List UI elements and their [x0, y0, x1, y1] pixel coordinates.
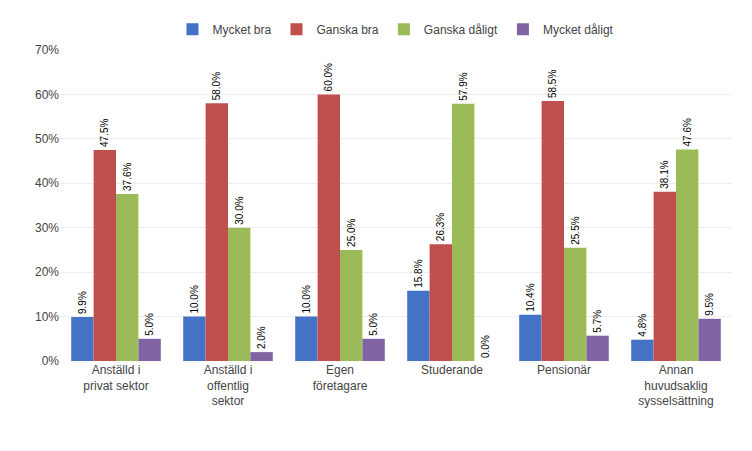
svg-text:58.0%: 58.0% [211, 72, 222, 100]
svg-text:26.3%: 26.3% [435, 213, 446, 241]
svg-text:0%: 0% [42, 354, 60, 368]
svg-text:47.5%: 47.5% [99, 118, 110, 146]
svg-text:30%: 30% [35, 221, 59, 235]
svg-text:9.5%: 9.5% [704, 293, 715, 316]
svg-text:4.8%: 4.8% [637, 314, 648, 337]
svg-text:10%: 10% [35, 310, 59, 324]
svg-text:Mycket bra: Mycket bra [213, 23, 272, 37]
svg-text:25.5%: 25.5% [570, 216, 581, 244]
svg-text:Ganska dåligt: Ganska dåligt [424, 23, 498, 37]
svg-text:58.5%: 58.5% [547, 70, 558, 98]
svg-text:70%: 70% [35, 43, 59, 57]
svg-text:5.0%: 5.0% [144, 313, 155, 336]
svg-text:57.9%: 57.9% [458, 72, 469, 100]
svg-text:25.0%: 25.0% [346, 218, 357, 246]
svg-text:Studerande: Studerande [421, 363, 483, 377]
svg-text:20%: 20% [35, 265, 59, 279]
svg-text:10.0%: 10.0% [189, 285, 200, 313]
svg-text:Anställd ioffentligsektor: Anställd ioffentligsektor [204, 363, 253, 408]
svg-text:Egenföretagare: Egenföretagare [313, 363, 368, 393]
svg-text:40%: 40% [35, 176, 59, 190]
svg-text:10.4%: 10.4% [525, 283, 536, 311]
svg-text:15.8%: 15.8% [413, 259, 424, 287]
svg-text:Annanhuvudsakligsysselsättning: Annanhuvudsakligsysselsättning [638, 363, 713, 408]
svg-text:2.0%: 2.0% [256, 326, 267, 349]
svg-text:Ganska bra: Ganska bra [317, 23, 379, 37]
svg-text:38.1%: 38.1% [659, 160, 670, 188]
svg-text:9.9%: 9.9% [77, 291, 88, 314]
svg-text:37.6%: 37.6% [122, 162, 133, 190]
svg-text:10.0%: 10.0% [301, 285, 312, 313]
svg-text:5.7%: 5.7% [592, 310, 603, 333]
svg-text:50%: 50% [35, 132, 59, 146]
svg-text:0.0%: 0.0% [480, 335, 491, 358]
svg-text:Pensionär: Pensionär [537, 363, 591, 377]
svg-text:47.6%: 47.6% [682, 118, 693, 146]
svg-text:60.0%: 60.0% [323, 63, 334, 91]
svg-text:Mycket dåligt: Mycket dåligt [543, 23, 614, 37]
svg-text:5.0%: 5.0% [368, 313, 379, 336]
svg-text:60%: 60% [35, 88, 59, 102]
svg-text:Anställd iprivat sektor: Anställd iprivat sektor [83, 363, 148, 393]
svg-text:30.0%: 30.0% [234, 196, 245, 224]
